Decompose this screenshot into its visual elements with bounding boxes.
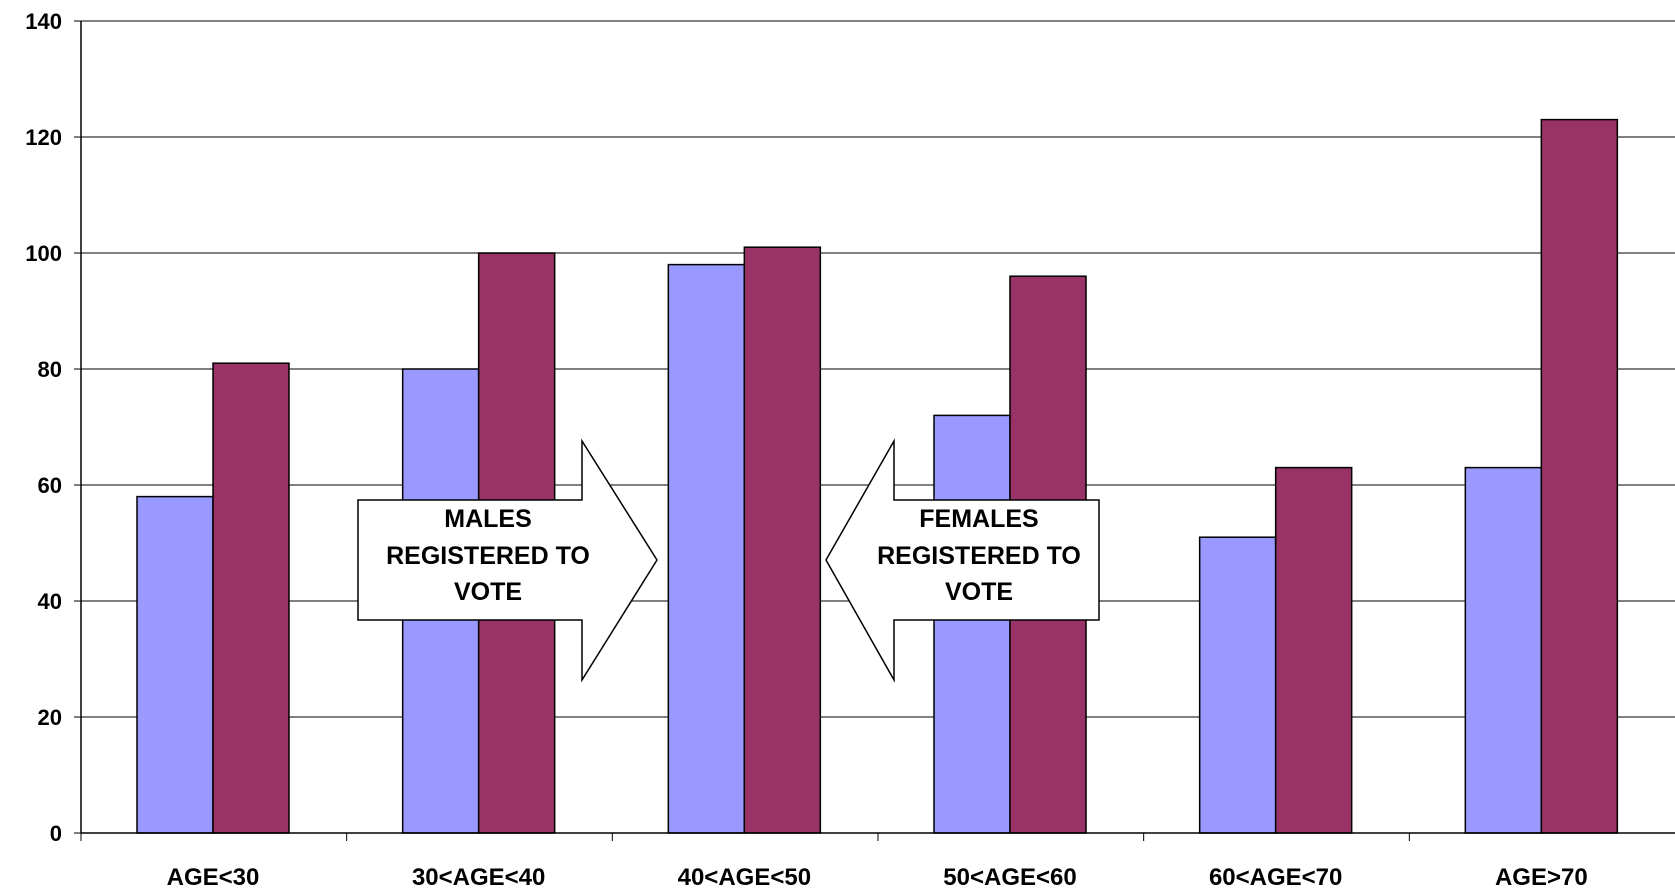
y-tick-label: 60 bbox=[38, 473, 62, 498]
bar-series-1-5 bbox=[1464, 466, 1543, 834]
females-callout-line-1: FEMALES bbox=[919, 505, 1038, 533]
x-tick-label: AGE>70 bbox=[1495, 864, 1588, 890]
y-tick-label: 100 bbox=[25, 241, 62, 266]
right-arrow-shape bbox=[357, 438, 658, 683]
bar-series-1-2 bbox=[667, 263, 746, 834]
axes bbox=[74, 20, 1675, 841]
x-tick-label: 30<AGE<40 bbox=[412, 864, 545, 890]
x-tick-label: 60<AGE<70 bbox=[1209, 864, 1342, 890]
y-tick-label: 140 bbox=[25, 9, 62, 34]
y-tick-label: 0 bbox=[50, 821, 62, 846]
y-tick-label: 80 bbox=[38, 357, 62, 382]
females-callout: FEMALES REGISTERED TO VOTE bbox=[825, 438, 1100, 683]
bar-series-1-0 bbox=[136, 495, 214, 834]
y-tick-label: 20 bbox=[38, 705, 62, 730]
y-tick-label: 40 bbox=[38, 589, 62, 614]
bar-series-1-3 bbox=[933, 414, 1011, 834]
males-callout-line-1: MALES bbox=[444, 505, 532, 533]
females-callout-line-2: REGISTERED TO bbox=[877, 542, 1081, 570]
bar-series-2-2 bbox=[743, 246, 822, 834]
y-tick-labels: 0 20 40 60 80 100 120 140 bbox=[25, 9, 62, 846]
bar-series-2-4 bbox=[1274, 466, 1353, 834]
bar-series-2-5 bbox=[1540, 118, 1619, 834]
x-tick-label: AGE<30 bbox=[167, 864, 260, 890]
left-arrow-shape bbox=[825, 438, 1100, 683]
bar-series-2-0 bbox=[212, 362, 290, 834]
x-tick-label: 40<AGE<50 bbox=[678, 864, 811, 890]
x-tick-labels: AGE<30 30<AGE<40 40<AGE<50 50<AGE<60 60<AGE<… bbox=[167, 864, 1588, 890]
males-callout-line-2: REGISTERED TO bbox=[386, 542, 590, 570]
males-callout: MALES REGISTERED TO VOTE bbox=[357, 438, 658, 683]
y-tick-label: 120 bbox=[25, 125, 62, 150]
x-tick-label: 50<AGE<60 bbox=[943, 864, 1076, 890]
bar-series-1-4 bbox=[1198, 536, 1277, 834]
females-callout-line-3: VOTE bbox=[945, 578, 1013, 606]
males-callout-line-3: VOTE bbox=[454, 578, 522, 606]
